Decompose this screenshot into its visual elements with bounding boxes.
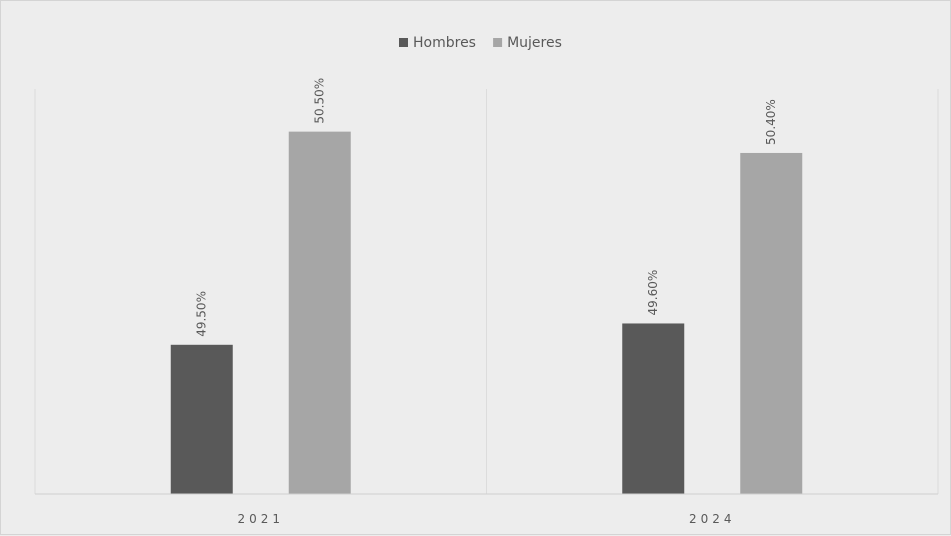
legend-swatch-mujeres xyxy=(493,38,503,47)
bars-group xyxy=(170,131,803,494)
bar-hombres-2021[interactable] xyxy=(170,344,233,494)
x-tick-label-2021: 2021 xyxy=(237,512,284,526)
category-separators xyxy=(34,89,939,494)
bar-mujeres-2021[interactable] xyxy=(288,131,351,494)
x-axis-tick-labels: 2021 2024 xyxy=(237,512,736,526)
legend-item-hombres[interactable]: Hombres xyxy=(399,35,476,51)
data-label-hombres-2024: 49.60% xyxy=(646,270,660,316)
bar-mujeres-2024[interactable] xyxy=(740,152,803,494)
legend-label-mujeres: Mujeres xyxy=(507,35,562,51)
legend[interactable]: Hombres Mujeres xyxy=(399,35,562,51)
legend-swatch-hombres xyxy=(399,38,408,47)
data-label-hombres-2021: 49.50% xyxy=(195,291,209,337)
data-labels-group: 49.50% 50.50% 49.60% 50.40% xyxy=(195,78,779,337)
x-tick-label-2024: 2024 xyxy=(689,512,736,526)
bar-hombres-2024[interactable] xyxy=(622,323,685,494)
data-label-mujeres-2024: 50.40% xyxy=(764,99,778,145)
data-label-mujeres-2021: 50.50% xyxy=(313,78,327,124)
legend-label-hombres: Hombres xyxy=(413,35,476,51)
legend-item-mujeres[interactable]: Mujeres xyxy=(493,35,562,51)
